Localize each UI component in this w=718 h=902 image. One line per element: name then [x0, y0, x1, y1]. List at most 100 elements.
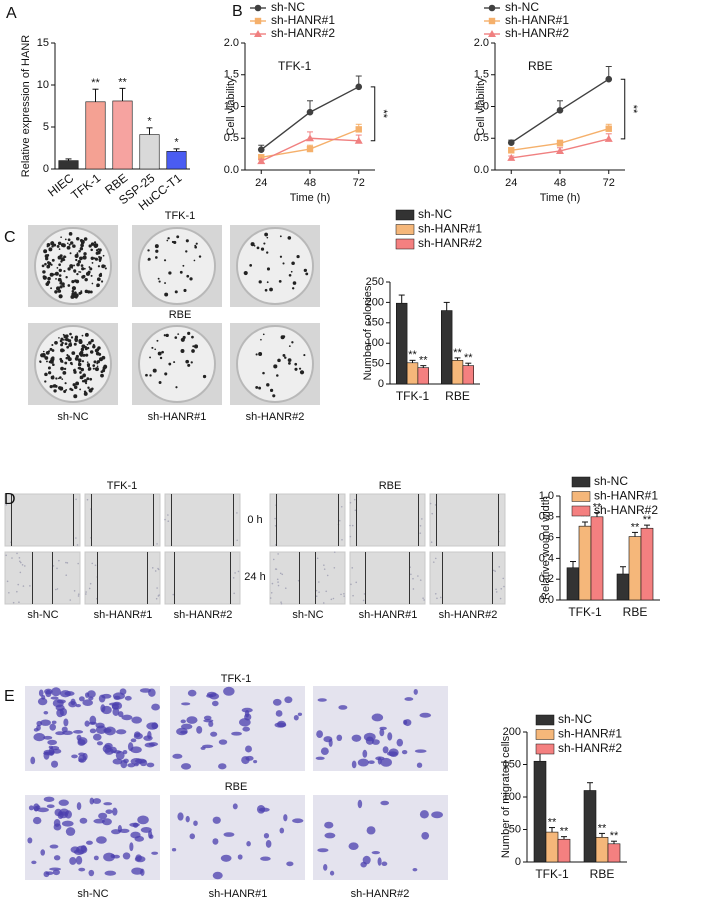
migrated-cell [404, 697, 414, 701]
migrated-cell [75, 855, 83, 865]
colony [44, 372, 48, 377]
colony [83, 267, 86, 270]
colony [81, 360, 85, 363]
colony [299, 370, 305, 375]
colony [149, 356, 151, 359]
colony [174, 290, 178, 294]
migrated-cell [176, 727, 188, 736]
migrated-cell [320, 747, 329, 755]
photo-label: sh-HANR#2 [351, 888, 410, 900]
migrated-cell [104, 870, 117, 876]
migrated-cell [379, 728, 385, 737]
y-tick-label: 100 [366, 337, 384, 349]
y-tick-label: 2.0 [474, 37, 489, 49]
migrated-cell [181, 702, 191, 706]
migrated-cell [55, 731, 65, 736]
colony [76, 272, 79, 276]
cell [436, 597, 438, 600]
migrated-cell [130, 746, 142, 754]
colony [75, 354, 79, 359]
cell [156, 543, 158, 545]
cell [11, 557, 13, 559]
cell [353, 498, 356, 501]
photo [4, 551, 81, 605]
colony [66, 345, 70, 349]
cell [236, 512, 238, 514]
cell [419, 532, 422, 534]
migrated-cell [36, 720, 43, 727]
colony [149, 374, 152, 377]
colony [73, 370, 77, 373]
point [257, 146, 265, 153]
cell [17, 583, 20, 586]
legend-marker [488, 17, 496, 25]
migrated-cell [51, 687, 61, 697]
colony [76, 262, 80, 267]
photo-label: TFK-1 [165, 210, 196, 222]
colony [88, 266, 91, 268]
migrated-cell [88, 869, 95, 877]
y-tick-label: 1.0 [224, 100, 239, 112]
migrated-cell [348, 842, 359, 850]
colony [45, 257, 49, 261]
photo [349, 551, 426, 605]
x-tick-label: RBE [445, 389, 470, 403]
colony [42, 275, 46, 279]
colony [260, 338, 262, 341]
colony [42, 270, 46, 274]
y-tick-label: 5 [43, 121, 49, 133]
point [355, 83, 363, 91]
migrated-cell [36, 807, 49, 813]
colony [53, 243, 57, 247]
cell [232, 577, 235, 579]
colony [104, 267, 107, 270]
legend-label: sh-HANR#1 [505, 13, 569, 27]
migrated-cell [89, 728, 97, 734]
migrated-cell [380, 800, 390, 806]
migrated-cell [112, 854, 120, 859]
cell [151, 567, 154, 569]
cell [412, 577, 414, 580]
colony [80, 347, 85, 352]
cell [276, 578, 279, 581]
cell [333, 551, 336, 553]
colony [185, 239, 189, 243]
cell [338, 519, 341, 522]
colony [70, 241, 74, 245]
legend-label: sh-NC [505, 0, 539, 14]
colony [59, 376, 62, 379]
colony [266, 236, 269, 239]
migrated-cell [96, 741, 104, 746]
colony [87, 364, 90, 368]
colony [39, 360, 42, 363]
colony [93, 345, 96, 347]
cell [270, 591, 273, 594]
migrated-cell [212, 816, 221, 824]
bar [595, 836, 609, 863]
colony [182, 335, 186, 340]
migrated-cell [357, 799, 363, 809]
photo [429, 493, 506, 547]
cell [155, 597, 158, 600]
colony [100, 280, 104, 283]
x-tick-label: 48 [304, 177, 316, 189]
photo [429, 551, 506, 605]
colony [96, 277, 101, 282]
cell [422, 597, 424, 599]
colony [51, 349, 55, 352]
colony [91, 262, 94, 264]
photo [84, 551, 161, 605]
cell [23, 565, 26, 567]
colony [58, 337, 60, 339]
bar [640, 527, 654, 601]
colony [83, 379, 88, 383]
point [605, 125, 612, 132]
migrated-cell [223, 686, 235, 696]
legend-swatch [571, 476, 591, 488]
migrated-cell [130, 738, 137, 743]
cell [340, 593, 342, 596]
photo-label: TFK-1 [107, 480, 138, 492]
colony [151, 346, 154, 349]
legend-swatch [395, 238, 415, 250]
migrated-cell [338, 705, 348, 710]
